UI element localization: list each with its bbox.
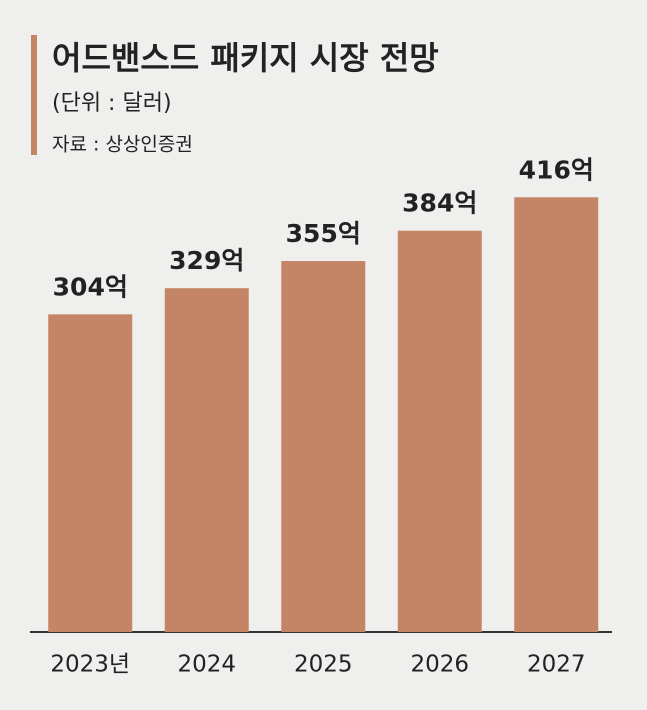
chart-subtitle: (단위 : 달러) bbox=[52, 91, 172, 116]
bar bbox=[48, 314, 133, 632]
title-accent bbox=[31, 35, 37, 155]
value-label: 384억 bbox=[402, 189, 477, 218]
chart-title: 어드밴스드 패키지 시장 전망 bbox=[52, 39, 439, 77]
value-label: 355억 bbox=[286, 219, 361, 248]
x-tick-label: 2023년 bbox=[50, 652, 130, 678]
source-note: 자료 : 상상인증권 bbox=[52, 134, 193, 156]
x-tick-label: 2025 bbox=[294, 652, 353, 678]
value-label: 416억 bbox=[519, 155, 594, 184]
bar bbox=[164, 288, 249, 632]
x-tick-label: 2027 bbox=[527, 652, 586, 678]
bar bbox=[281, 261, 366, 632]
bar bbox=[397, 230, 482, 632]
x-tick-label: 2026 bbox=[410, 652, 469, 678]
bar bbox=[514, 197, 599, 632]
value-label: 304억 bbox=[53, 272, 128, 301]
x-tick-label: 2024 bbox=[177, 652, 236, 678]
value-label: 329억 bbox=[169, 246, 244, 275]
